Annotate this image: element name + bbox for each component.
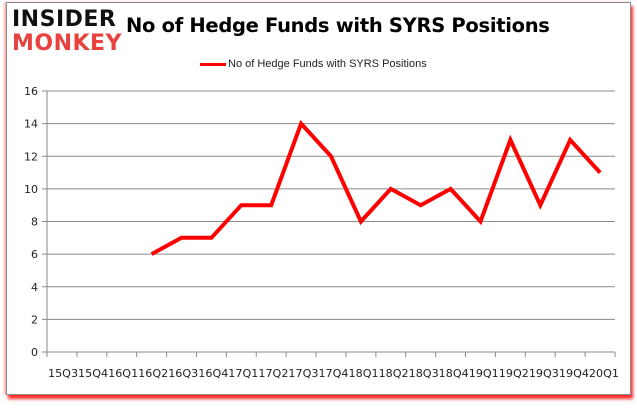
logo-bottom-text: MONKEY [12,31,123,56]
y-tick-label: 10 [24,183,38,196]
logo-top-text: INSIDER [12,7,117,32]
x-tick-labels: 15Q315Q416Q116Q216Q316Q417Q117Q217Q317Q4… [48,367,619,380]
series-line [150,119,602,256]
chart-legend: No of Hedge Funds with SYRS Positions [200,58,427,70]
x-axis: 15Q315Q416Q116Q216Q316Q417Q117Q217Q317Q4… [46,352,619,380]
chart-frame [6,2,631,395]
y-axis: 0 2 4 6 8 10 12 14 16 [24,85,48,359]
chart-title: No of Hedge Funds with SYRS Positions [126,14,550,37]
y-tick-label: 14 [24,118,38,131]
insider-monkey-logo: INSIDER MONKEY [12,7,123,56]
y-tick-label: 6 [31,248,38,261]
y-tick-label: 12 [24,150,38,163]
y-tick-label: 2 [31,313,38,326]
y-tick-label: 4 [31,281,38,294]
y-tick-label: 0 [31,346,38,359]
legend-line-swatch [200,62,226,66]
y-tick-label: 8 [31,216,38,229]
legend-label: No of Hedge Funds with SYRS Positions [228,58,427,70]
gridlines [42,90,615,353]
y-tick-label: 16 [24,85,38,98]
